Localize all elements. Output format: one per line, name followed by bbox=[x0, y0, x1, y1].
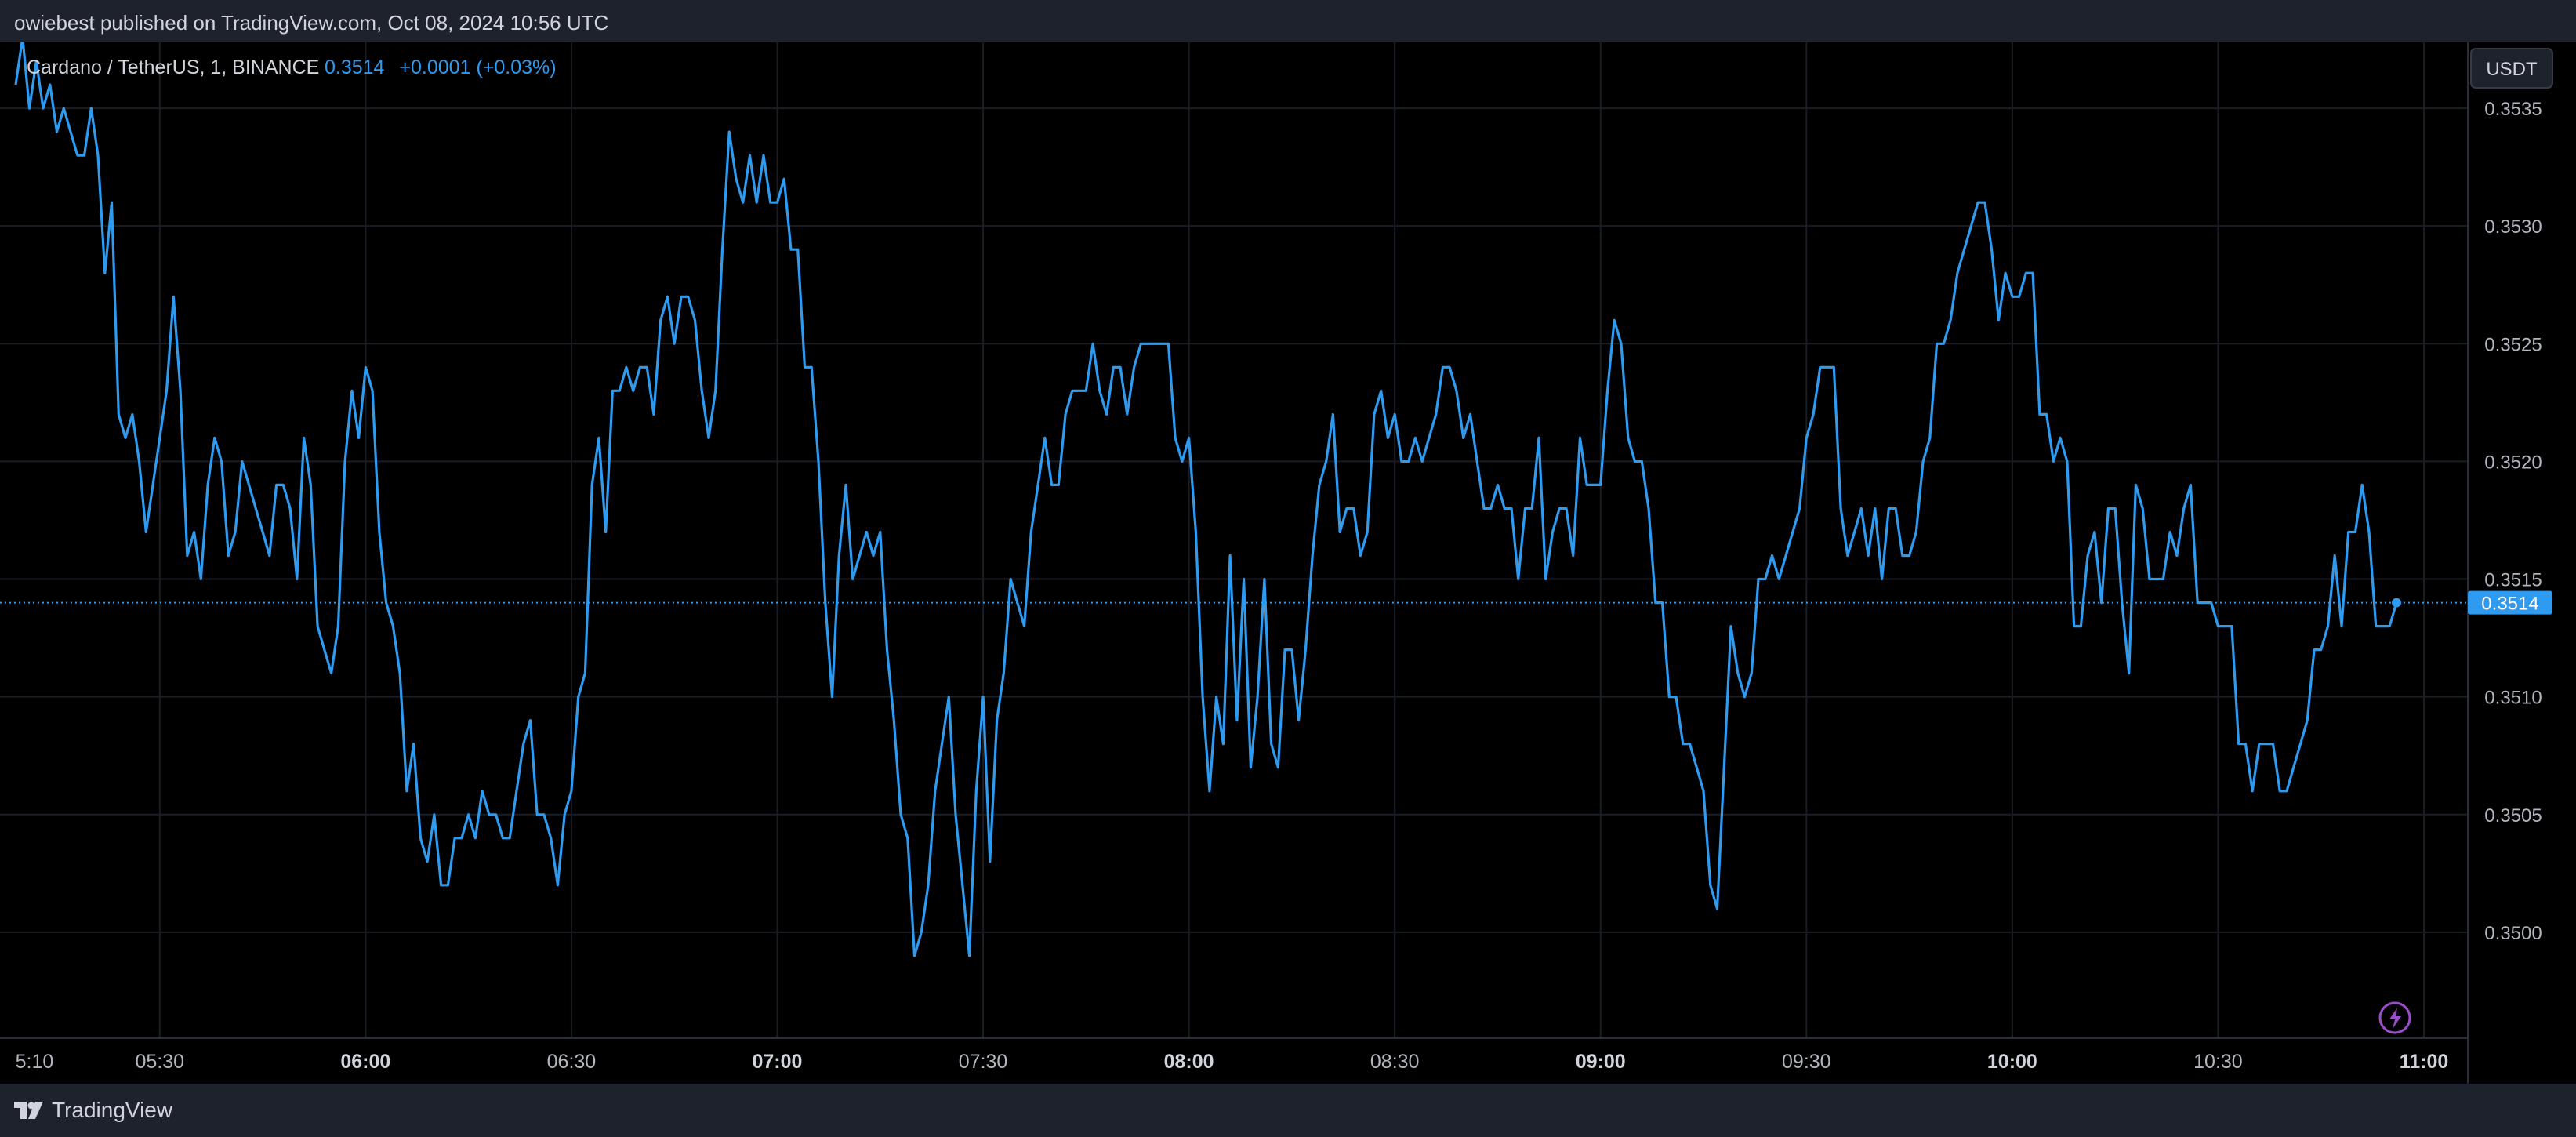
time-tick-label: 07:00 bbox=[753, 1051, 803, 1073]
top-bar: owiebest published on TradingView.com, O… bbox=[0, 0, 2576, 42]
time-tick-label: 09:30 bbox=[1782, 1051, 1831, 1073]
time-tick-label: 08:00 bbox=[1164, 1051, 1214, 1073]
time-tick-label: 5:10 bbox=[16, 1051, 54, 1073]
publisher-text: owiebest published on TradingView.com, O… bbox=[14, 11, 609, 35]
plot-background bbox=[0, 42, 2576, 1084]
currency-button-bg[interactable] bbox=[2470, 48, 2553, 89]
tradingview-logo[interactable]: TradingView bbox=[14, 1098, 172, 1123]
lightning-icon[interactable] bbox=[2378, 1001, 2411, 1034]
price-tick-label: 0.3505 bbox=[2484, 805, 2542, 826]
price-tick-label: 0.3510 bbox=[2484, 688, 2542, 709]
price-series-line bbox=[14, 42, 2398, 957]
legend-last-price: 0.3514 bbox=[325, 56, 385, 78]
tradingview-logo-text: TradingView bbox=[52, 1098, 173, 1122]
grid bbox=[0, 42, 2468, 1038]
price-tag: 0.3514 bbox=[2468, 590, 2552, 615]
chart-area[interactable]: Cardano / TetherUS, 1, BINANCE 0.3514 +0… bbox=[0, 42, 2576, 1084]
price-tick-label: 0.3530 bbox=[2484, 216, 2542, 238]
time-tick-label: 09:00 bbox=[1576, 1051, 1626, 1073]
price-tick-label: 0.3520 bbox=[2484, 452, 2542, 473]
currency-button[interactable]: USDT bbox=[2470, 48, 2553, 89]
time-tick-label: 05:30 bbox=[136, 1051, 185, 1073]
time-tick-label: 06:30 bbox=[547, 1051, 597, 1073]
price-tag-bg bbox=[2468, 590, 2552, 615]
price-axis[interactable]: 0.3535 0.3530 0.3525 0.3520 0.3515 0.3510 0.35… bbox=[2484, 99, 2542, 944]
time-tick-label: 08:30 bbox=[1370, 1051, 1420, 1073]
price-tick-label: 0.3515 bbox=[2484, 570, 2542, 591]
tradingview-logo-icon bbox=[14, 1102, 43, 1119]
legend-values: 0.3514 +0.0001 (+0.03%) bbox=[325, 56, 557, 78]
currency-label[interactable]: USDT bbox=[2486, 59, 2538, 80]
price-tick-label: 0.3525 bbox=[2484, 334, 2542, 355]
price-tick-label: 0.3500 bbox=[2484, 923, 2542, 944]
legend[interactable]: Cardano / TetherUS, 1, BINANCE 0.3514 +0… bbox=[27, 56, 557, 78]
time-tick-label: 10:30 bbox=[2193, 1051, 2243, 1073]
time-tick-label: 11:00 bbox=[2400, 1051, 2449, 1073]
time-tick-label: 07:30 bbox=[959, 1051, 1008, 1073]
time-tick-label: 10:00 bbox=[1987, 1051, 2037, 1073]
legend-change: +0.0001 (+0.03%) bbox=[399, 56, 556, 78]
bottom-bar: TradingView bbox=[0, 1084, 2576, 1137]
time-axis[interactable]: 5:10 05:30 06:00 06:30 07:00 07:30 08:00 08:30 0… bbox=[16, 1051, 2449, 1073]
legend-symbol: Cardano / TetherUS, 1, BINANCE bbox=[27, 56, 319, 78]
last-price-dot bbox=[2391, 598, 2401, 608]
time-tick-label: 06:00 bbox=[340, 1051, 390, 1073]
price-tag-label: 0.3514 bbox=[2481, 594, 2538, 615]
price-tick-label: 0.3535 bbox=[2484, 99, 2542, 120]
